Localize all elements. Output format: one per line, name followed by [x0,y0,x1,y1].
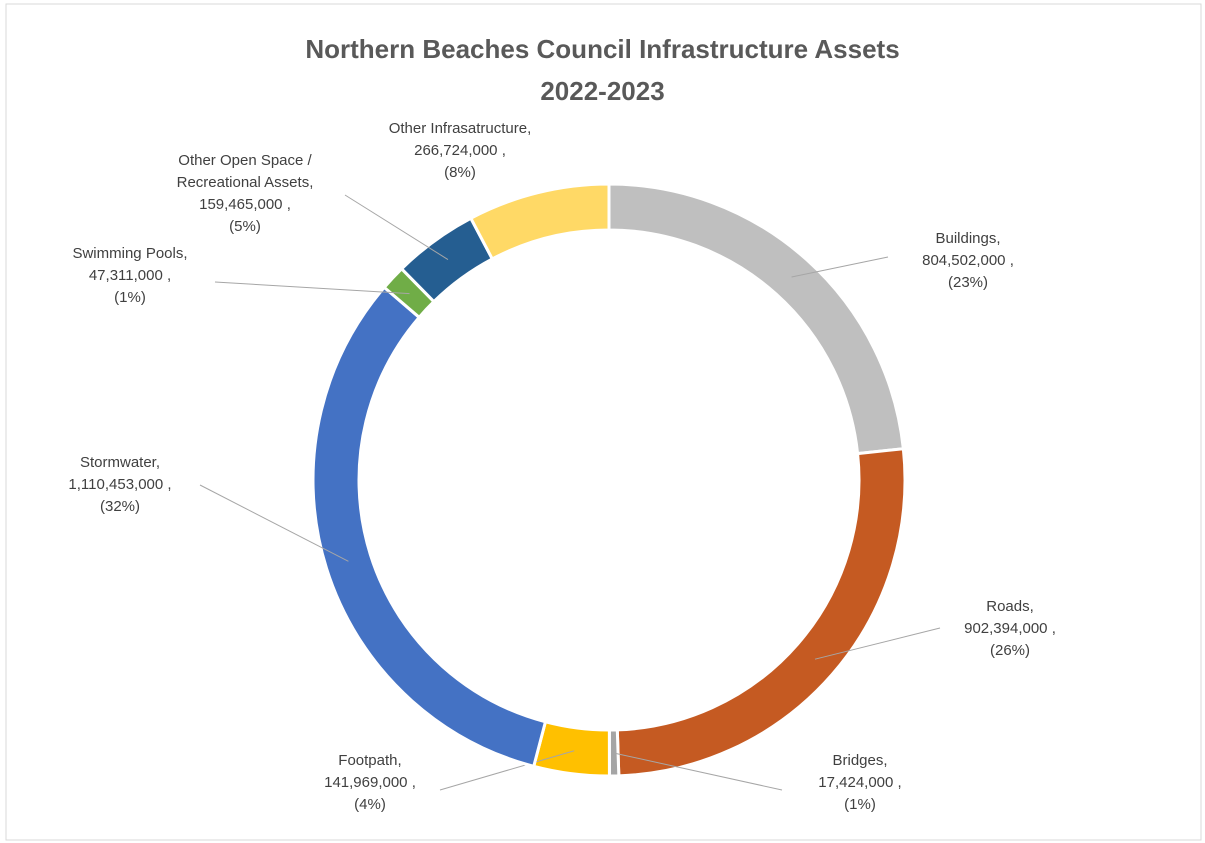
category-label: Roads, [986,598,1034,615]
percent-label: (4%) [354,796,386,813]
percent-label: (26%) [989,642,1030,659]
percent-label: (1%) [114,289,146,306]
donut-slice [607,182,905,456]
donut-slice [311,285,548,769]
data-label: Other Open Space / Recreational Assets, 1… [160,150,330,238]
chart-title: Northern Beaches Council Infrastructure … [305,34,900,64]
percent-label: (8%) [444,164,476,181]
data-label: Footpath, 141,969,000 , (4%) [295,750,445,816]
data-label: Other Infrasatructure, 266,724,000 , (8%) [370,118,550,184]
category-label: Buildings, [935,230,1001,247]
category-label: Stormwater, [79,454,161,471]
percent-label: (32%) [99,498,140,515]
leader-line [214,281,410,295]
data-label: Bridges, 17,424,000 , (1%) [785,750,935,816]
value-label: 17,424,000 , [818,774,902,791]
category-label: Footpath, [338,752,402,769]
chart-border [5,3,1202,841]
donut-slice [531,719,611,778]
leader-line [613,752,783,791]
leader-line [439,750,575,791]
category-label: Other Infrasatructure, [388,120,532,137]
leader-line [199,484,349,562]
leader-line [791,256,889,278]
leader-line [344,194,449,260]
value-label: 902,394,000 , [964,620,1056,637]
leader-line [814,627,941,660]
percent-label: (5%) [229,218,261,235]
value-label: 804,502,000 , [922,252,1014,269]
donut-slice [615,447,907,778]
category-label: Swimming Pools, [72,245,188,262]
data-label: Stormwater, 1,110,453,000 , (32%) [45,452,195,518]
value-label: 47,311,000 , [88,267,172,284]
chart-subtitle: 2022-2023 [540,76,665,106]
percent-label: (23%) [947,274,988,291]
donut-slice [468,182,611,261]
data-label: Buildings, 804,502,000 , (23%) [893,228,1043,294]
data-label: Swimming Pools, 47,311,000 , (1%) [45,243,215,309]
value-label: 266,724,000 , [414,142,506,159]
value-label: 1,110,453,000 , [68,476,172,493]
category-label: Other Open Space / Recreational Assets, [176,152,314,191]
value-label: 141,969,000 , [324,774,416,791]
category-label: Bridges, [832,752,888,769]
data-label: Roads, 902,394,000 , (26%) [935,596,1085,662]
percent-label: (1%) [844,796,876,813]
value-label: 159,465,000 , [199,196,291,213]
